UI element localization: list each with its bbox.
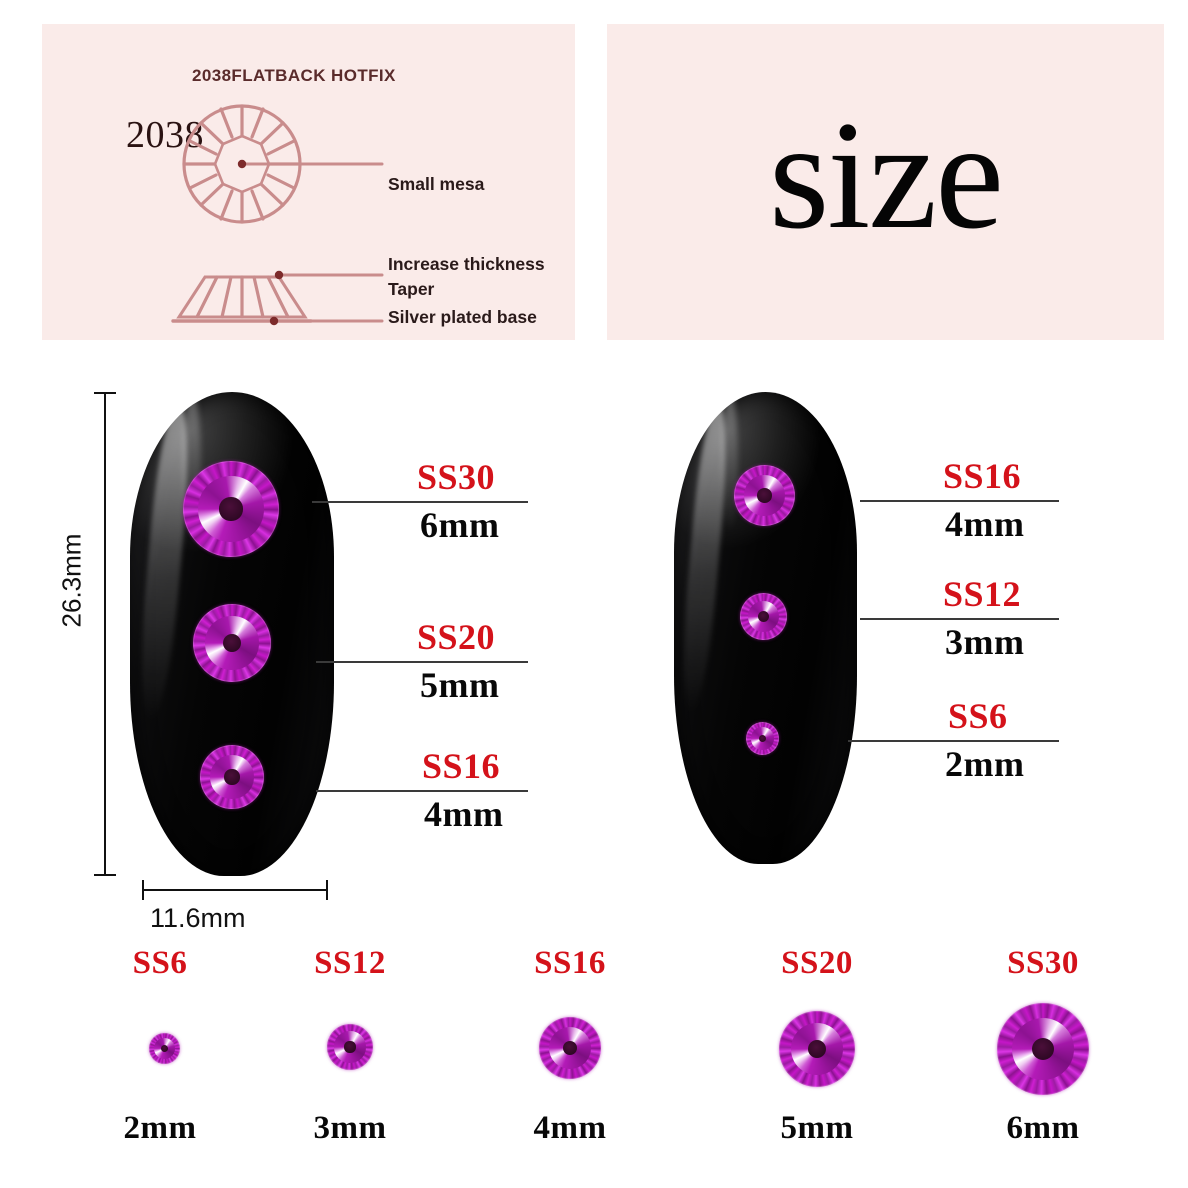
label-silver-plated-base: Silver plated base (388, 307, 537, 327)
product-code-2038: 2038 (126, 114, 204, 156)
rhinestone-rim (734, 465, 795, 526)
width-dimension-label: 11.6mm (150, 903, 246, 933)
size-heading-wrap: size (607, 24, 1164, 340)
callout-ss-label: SS6 (948, 696, 1008, 736)
rhinestone-core (757, 488, 772, 503)
swatch-mm-label: 3mm (313, 1110, 387, 1146)
height-dimension-cap-bottom (94, 874, 116, 876)
callout-leader-line (316, 790, 528, 792)
width-dimension-cap-right (326, 880, 328, 900)
rhinestone-rim (327, 1024, 373, 1070)
height-dimension-line (104, 392, 106, 876)
swatch-ss-label: SS12 (314, 945, 386, 981)
callout-leader-line (312, 501, 528, 503)
swatch-ss-label: SS6 (132, 945, 188, 981)
rhinestone-sample (149, 1033, 180, 1064)
rhinestone-rim (200, 745, 264, 809)
size-heading: size (769, 89, 1004, 262)
callout-leader-line (316, 661, 528, 663)
flatback-info-panel: 2038FLATBACK HOTFIX 2038 (42, 24, 575, 340)
width-dimension-line (142, 889, 328, 891)
swatch-ss-label: SS30 (1007, 945, 1079, 981)
rhinestone-rim (746, 722, 779, 755)
swatch-ss20: SS20 5mm (742, 945, 892, 1160)
callout-mm-label: 2mm (945, 744, 1025, 784)
rhinestone-core (757, 610, 770, 623)
panel-title: 2038FLATBACK HOTFIX (192, 66, 396, 85)
callout-ss-label: SS16 (422, 746, 501, 786)
swatch-ss30: SS30 6mm (968, 945, 1118, 1160)
rhinestone-ss30 (183, 461, 279, 557)
callout-leader-line (860, 618, 1059, 620)
rhinestone-core (219, 497, 243, 521)
height-dimension-label: 26.3mm (56, 533, 87, 628)
rhinestone-sample (779, 1011, 855, 1087)
callout-leader-line (860, 500, 1059, 502)
height-dimension-cap-top (94, 392, 116, 394)
swatch-mm-label: 2mm (123, 1110, 197, 1146)
swatch-mm-label: 6mm (1006, 1110, 1080, 1146)
rhinestone-core (758, 734, 767, 743)
callout-ss-label: SS20 (417, 617, 496, 657)
rhinestone-sample (997, 1003, 1089, 1095)
rhinestone-core (1031, 1037, 1055, 1061)
width-dimension-cap-left (142, 880, 144, 900)
rhinestone-rim (539, 1017, 601, 1079)
label-increase-thickness: Increase thickness (388, 254, 545, 274)
rhinestone-rim (779, 1011, 855, 1087)
callout-mm-label: 4mm (945, 504, 1025, 544)
swatch-ss16: SS16 4mm (495, 945, 645, 1160)
rhinestone-core (344, 1041, 356, 1053)
rhinestone-rim (149, 1033, 180, 1064)
rhinestone-core (562, 1040, 578, 1056)
rhinestone-core (224, 769, 240, 785)
callout-leader-line (848, 740, 1059, 742)
rhinestone-sample (539, 1017, 601, 1079)
swatch-ss-label: SS16 (534, 945, 606, 981)
rhinestone-ss16-right (734, 465, 795, 526)
rhinestone-rim (183, 461, 279, 557)
rhinestone-rim (193, 604, 271, 682)
rhinestone-ss16 (200, 745, 264, 809)
callout-mm-label: 6mm (420, 505, 500, 545)
swatch-ss12: SS12 3mm (275, 945, 425, 1160)
callout-ss-label: SS16 (943, 456, 1022, 496)
size-heading-panel (607, 24, 1164, 340)
rhinestone-sample (327, 1024, 373, 1070)
label-taper: Taper (388, 279, 435, 299)
callout-mm-label: 5mm (420, 665, 500, 705)
swatch-ss6: SS6 2mm (85, 945, 235, 1160)
nail-gloss-highlight-secondary (721, 392, 739, 534)
label-small-mesa: Small mesa (388, 174, 485, 194)
callout-ss-label: SS12 (943, 574, 1022, 614)
rhinestone-ss6-right (746, 722, 779, 755)
rhinestone-rim (740, 593, 787, 640)
swatch-mm-label: 4mm (533, 1110, 607, 1146)
callout-mm-label: 3mm (945, 622, 1025, 662)
callout-ss-label: SS30 (417, 457, 496, 497)
swatch-ss-label: SS20 (781, 945, 853, 981)
rhinestone-ss20 (193, 604, 271, 682)
rhinestone-core (807, 1039, 827, 1059)
rhinestone-core (222, 633, 242, 653)
rhinestone-core (160, 1044, 169, 1053)
rhinestone-ss12-right (740, 593, 787, 640)
rhinestone-rim (997, 1003, 1089, 1095)
swatch-mm-label: 5mm (780, 1110, 854, 1146)
callout-mm-label: 4mm (424, 794, 504, 834)
